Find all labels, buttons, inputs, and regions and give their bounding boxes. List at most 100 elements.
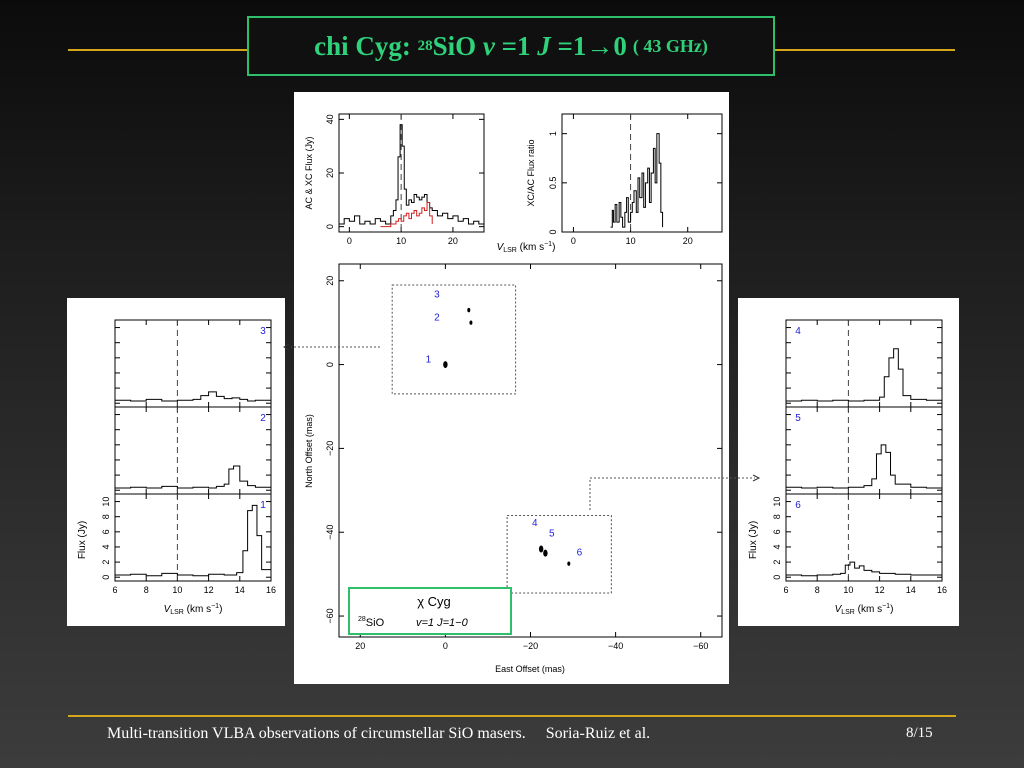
y-tick-label: 0 [101, 575, 111, 580]
x-tick-label: 14 [906, 585, 916, 595]
y-tick-label: 8 [101, 514, 111, 519]
flux-ratio-plot-frame [561, 113, 723, 233]
title-j-label: J [537, 30, 551, 61]
x-tick-label: 8 [144, 585, 149, 595]
x-tick-label: 6 [112, 585, 117, 595]
title-v-label: v [482, 30, 495, 61]
maser-map-frame [338, 263, 723, 638]
title-v-value: =1 [501, 30, 531, 61]
y-tick-label: 0 [325, 362, 335, 367]
spot-group-box-2 [506, 514, 612, 594]
x-tick-label: 20 [448, 236, 458, 246]
y-tick-label: 6 [101, 529, 111, 534]
maser-spot-5 [543, 549, 548, 557]
map-legend-box [348, 587, 512, 635]
title-iso: 28 [417, 37, 433, 54]
maser-spot-1 [443, 361, 448, 369]
x-tick-label: 20 [683, 236, 693, 246]
x-tick-label: 8 [815, 585, 820, 595]
left-spot-label-3: 3 [260, 326, 266, 337]
x-tick-label: 10 [396, 236, 406, 246]
ac-xc-xlabel: VLSR (km s−1) [497, 241, 556, 254]
x-tick-label: −20 [523, 641, 538, 651]
y-tick-label: 2 [101, 560, 111, 565]
right-spot-label-6: 6 [795, 500, 801, 511]
y-tick-label: 6 [772, 529, 782, 534]
spot-label-6: 6 [577, 547, 583, 558]
x-tick-label: 0 [571, 236, 576, 246]
x-tick-label: −60 [693, 641, 708, 651]
y-tick-label: −20 [325, 441, 335, 456]
title-molecule: SiO [432, 30, 477, 61]
top-rule-right [775, 49, 955, 51]
x-tick-label: 0 [347, 236, 352, 246]
y-tick-label: 10 [772, 497, 782, 507]
spot-label-3: 3 [434, 290, 440, 301]
left-ylabel: Flux (Jy) [77, 521, 88, 559]
left-subpanel-1 [114, 493, 272, 582]
ac-xc-ylabel: AC & XC Flux (Jy) [304, 136, 314, 209]
maser-spot-3 [467, 307, 471, 313]
y-tick-label: 0 [548, 229, 558, 234]
flux-ratio-ylabel: XC/AC Flux ratio [526, 139, 536, 206]
x-tick-label: 10 [626, 236, 636, 246]
y-tick-label: 20 [325, 276, 335, 286]
right-spectra-panel: 4 5 6 8 10 12 14 16 0 2 4 6 8 10 6 Flux (Jy) VLSR (km s−… [738, 298, 959, 626]
legend-line-name: 28SiO [358, 616, 385, 629]
title-name: chi Cyg: [314, 30, 411, 61]
y-tick-label: 4 [772, 544, 782, 549]
x-tick-label: 20 [355, 641, 365, 651]
title-transition: =1→0 [557, 30, 627, 61]
left-spectra-figure: 3 2 6 8 10 12 14 16 0 2 4 6 8 10 1 Flux (Jy) VLSR (km s−… [77, 319, 276, 616]
x-tick-label: 16 [937, 585, 947, 595]
y-tick-label: −60 [325, 608, 335, 623]
ac-flux-spectrum [339, 124, 484, 225]
right-spectrum-4 [786, 348, 943, 402]
right-spectrum-5 [786, 444, 942, 489]
right-subpanel-6 [785, 493, 943, 582]
y-tick-label: 0.5 [548, 177, 558, 190]
xc-flux-spectrum [380, 202, 433, 228]
legend-transition: v=1 J=1−0 [416, 617, 469, 629]
map-ylabel: North Offset (mas) [304, 414, 314, 488]
right-subpanel-5 [785, 406, 943, 495]
spot-label-1: 1 [426, 354, 432, 365]
flux-ratio-spectrum [610, 133, 664, 228]
bottom-rule [68, 715, 956, 717]
x-tick-label: 10 [843, 585, 853, 595]
y-tick-label: 1 [548, 131, 558, 136]
spot-label-4: 4 [532, 518, 538, 529]
x-tick-label: 6 [783, 585, 788, 595]
right-ylabel: Flux (Jy) [748, 521, 759, 559]
right-spectra-figure: 4 5 6 8 10 12 14 16 0 2 4 6 8 10 6 Flux (Jy) VLSR (km s−… [748, 319, 947, 616]
y-tick-label: 0 [772, 575, 782, 580]
right-spot-label-5: 5 [795, 413, 801, 424]
y-tick-label: 20 [325, 168, 335, 178]
legend-star-name: χ Cyg [417, 594, 451, 609]
spot-label-5: 5 [549, 528, 555, 539]
y-tick-label: 2 [772, 560, 782, 565]
x-tick-label: −40 [608, 641, 623, 651]
left-xlabel: VLSR (km s−1) [164, 603, 223, 616]
y-tick-label: 8 [772, 514, 782, 519]
page-number: 8/15 [906, 725, 933, 741]
right-xlabel: VLSR (km s−1) [835, 603, 894, 616]
right-spot-label-4: 4 [795, 326, 801, 337]
right-subpanel-4 [785, 319, 943, 408]
y-tick-label: 10 [101, 497, 111, 507]
left-spectrum-1 [115, 504, 272, 577]
maser-spot-6 [567, 561, 571, 566]
left-spot-label-2: 2 [260, 413, 266, 424]
right-spectrum-6 [786, 561, 942, 577]
left-spectra-panel: 3 2 6 8 10 12 14 16 0 2 4 6 8 10 1 Flux (Jy) VLSR (km s−… [67, 298, 285, 626]
y-tick-label: 40 [325, 114, 335, 124]
top-rule-left [68, 49, 248, 51]
y-tick-label: −40 [325, 525, 335, 540]
left-subpanel-3 [114, 319, 272, 408]
maser-spot-2 [469, 320, 473, 325]
spot-group-box-1 [391, 284, 517, 395]
left-spot-label-1: 1 [260, 500, 266, 511]
x-tick-label: 16 [266, 585, 276, 595]
title-frequency: ( 43 GHz) [632, 35, 708, 56]
